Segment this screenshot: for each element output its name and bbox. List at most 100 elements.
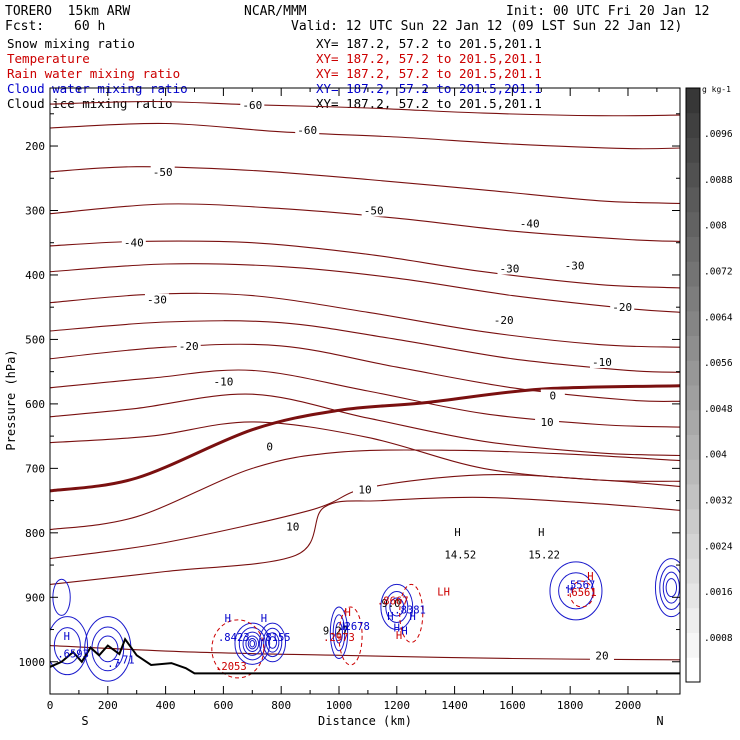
moisture-contour <box>234 622 271 665</box>
contour-label-bg <box>589 355 614 368</box>
temperature-contour <box>50 393 680 457</box>
moisture-contour <box>338 606 363 666</box>
x-tick-label: 800 <box>271 699 291 712</box>
colorbar-tick-label: .0048 <box>704 404 733 415</box>
temperature-contours <box>50 100 680 661</box>
moisture-contour <box>265 632 280 653</box>
moisture-contour <box>389 597 405 617</box>
north-label: N <box>656 714 663 728</box>
extremum-label: 9.0 <box>382 598 401 610</box>
temperature-contour <box>50 449 680 531</box>
contour-label: -40 <box>520 217 540 230</box>
moisture-contour <box>50 616 89 676</box>
moisture-contour <box>97 635 119 663</box>
temperature-contour <box>50 645 680 661</box>
y-axis-title: Pressure (hPa) <box>4 349 18 450</box>
colorbar-bin <box>686 211 700 237</box>
x-tick-label: 2000 <box>615 699 642 712</box>
legend-field-label: Rain water mixing ratio <box>7 66 181 81</box>
forecast-hours: 60 h <box>74 19 106 34</box>
extremum-label: H <box>396 630 402 642</box>
x-tick-label: 400 <box>156 699 176 712</box>
extremum-label: .2053 <box>215 661 247 673</box>
colorbar-tick-label: .0024 <box>704 541 733 552</box>
colorbar-bin <box>686 286 700 312</box>
x-tick-label: 600 <box>213 699 233 712</box>
extremum-label: 15.22 <box>528 550 560 562</box>
extremum-label: .6593 <box>57 648 89 660</box>
contour-label: 10 <box>540 416 553 429</box>
x-tick-label: 0 <box>47 699 54 712</box>
contour-label-bg <box>121 236 146 249</box>
colorbar-bin <box>686 162 700 188</box>
contour-label: 20 <box>595 649 608 662</box>
temperature-contour <box>50 100 680 117</box>
moisture-contour <box>238 627 266 661</box>
contour-label-bg <box>562 259 587 272</box>
temperature-contour <box>50 292 680 348</box>
extremum-label: H <box>64 631 70 643</box>
legend-field-xy: XY= 187.2, 57.2 to 201.5,201.1 <box>316 51 542 66</box>
contour-label-bg <box>497 262 522 275</box>
contour-label: 10 <box>286 520 299 533</box>
model-title: TORERO 15km ARW <box>5 4 131 19</box>
colorbar-bin <box>686 112 700 138</box>
contour-label-bg <box>610 301 635 314</box>
legend-field-xy: XY= 187.2, 57.2 to 201.5,201.1 <box>316 66 542 81</box>
colorbar-bin <box>686 632 700 658</box>
x-tick-label: 1000 <box>326 699 353 712</box>
terrain-line <box>50 637 680 675</box>
forecast-label: Fcst: <box>5 19 45 34</box>
colorbar-bin <box>686 508 700 534</box>
contour-label: -50 <box>364 204 384 217</box>
colorbar-bin <box>686 533 700 559</box>
contour-label: 0 <box>266 440 273 453</box>
y-tick-label: 800 <box>25 527 45 540</box>
extremum-label: .6561 <box>565 587 597 599</box>
extremum-label: H <box>387 611 393 623</box>
colorbar-tick-label: .0056 <box>704 358 733 369</box>
colorbar-bin <box>686 310 700 336</box>
org-label: NCAR/MMM <box>244 4 307 19</box>
temperature-contour <box>50 203 680 242</box>
moisture-contour <box>259 622 287 663</box>
contour-label-bg <box>361 204 386 217</box>
contour-label-bg <box>150 165 175 178</box>
temperature-contour <box>50 369 680 428</box>
contour-label-bg <box>144 293 169 306</box>
contour-label-bg <box>491 314 516 327</box>
extremum-label: .2973 <box>323 632 355 644</box>
moisture-contour <box>249 639 256 648</box>
moisture-contour <box>569 580 594 608</box>
contour-label: -10 <box>213 375 233 388</box>
colorbar-tick-label: .0016 <box>704 587 733 598</box>
extremum-label: H <box>261 613 267 625</box>
legend-field-label: Snow mixing ratio <box>7 36 135 51</box>
colorbar: .0096 .0088 .008 .0072 .0064 .0056 .0048 .004 .0… <box>685 85 733 683</box>
colorbar-tick-label: .008 <box>704 221 727 232</box>
contour-label: -60 <box>242 99 262 112</box>
valid-time: Valid: 12 UTC Sun 22 Jan 12 (09 LST Sun … <box>291 19 683 34</box>
contour-label: -20 <box>612 301 632 314</box>
y-tick-label: 600 <box>25 398 45 411</box>
x-tick-label: 1800 <box>557 699 584 712</box>
y-tick-label: 1000 <box>19 656 46 669</box>
extremum-label: .7 <box>107 658 120 670</box>
colorbar-bin <box>686 434 700 460</box>
contour-label: -60 <box>297 124 317 137</box>
extremum-label: H <box>587 571 593 583</box>
colorbar-bin <box>686 335 700 361</box>
x-axis: 0 200 400 600 800 1000 1200 1400 1600 1800 2000 <box>47 88 658 712</box>
x-tick-label: 1200 <box>384 699 411 712</box>
colorbar-bin <box>686 385 700 411</box>
temperature-contour <box>50 343 680 402</box>
extremum-label: H <box>567 584 573 596</box>
moisture-contour <box>380 583 414 631</box>
extremum-label: H <box>344 607 350 619</box>
x-tick-label: 200 <box>98 699 118 712</box>
extremum-label: H <box>394 622 400 634</box>
extremum-label: .8155 <box>259 632 291 644</box>
colorbar-bin <box>686 607 700 633</box>
moisture-contour <box>247 638 257 650</box>
